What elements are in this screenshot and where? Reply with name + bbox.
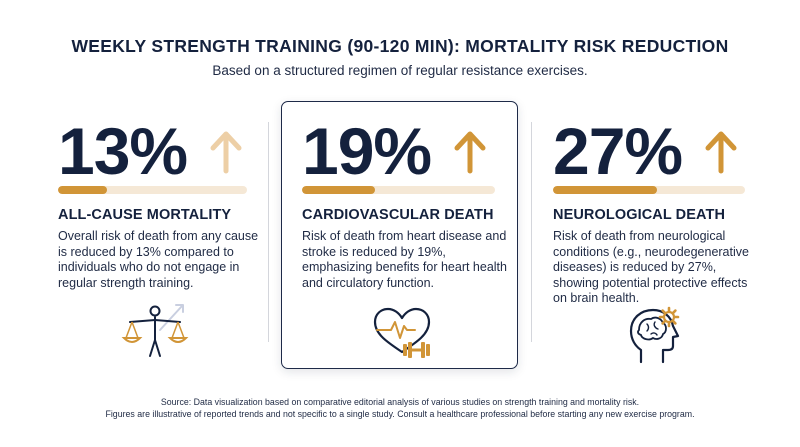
column-divider (531, 122, 532, 342)
arrow-up-icon (705, 131, 737, 174)
stat-heading: NEUROLOGICAL DEATH (553, 207, 726, 223)
reduction-bar (58, 186, 247, 194)
reduction-bar-fill (553, 186, 657, 194)
stat-description: Overall risk of death from any cause is … (58, 229, 259, 290)
heart-dumbbell-icon (369, 306, 435, 367)
stat-card-cardiovascular: 19% CARDIOVASCULAR DEATH Risk of death f… (302, 114, 532, 290)
highlight-card (281, 101, 518, 369)
arrow-up-icon (454, 131, 486, 174)
stat-heading: ALL-CAUSE MORTALITY (58, 207, 232, 223)
page-subtitle: Based on a structured regimen of regular… (212, 63, 588, 78)
arrow-up-icon (210, 131, 242, 174)
reduction-bar (302, 186, 495, 194)
stat-heading: CARDIOVASCULAR DEATH (302, 207, 494, 223)
stat-description: Risk of death from neurological conditio… (553, 229, 749, 305)
stat-description: Risk of death from heart disease and str… (302, 229, 507, 290)
stat-card-all-cause: 13% ALL-CAUSE MORTALITY Overall risk of … (58, 114, 288, 290)
source-note: Source: Data visualization based on comp… (0, 396, 800, 420)
reduction-bar-fill (58, 186, 108, 194)
reduction-bar (553, 186, 745, 194)
stat-value: 13% (58, 114, 188, 188)
stat-value: 27% (553, 114, 683, 188)
source-line-2: Figures are illustrative of reported tre… (105, 409, 695, 419)
stat-card-neurological: 27% NEUROLOGICAL DEATH Risk of death fro… (553, 114, 783, 305)
column-divider (268, 122, 269, 342)
balance-scale-person-icon (120, 300, 190, 365)
page-title: WEEKLY STRENGTH TRAINING (90-120 MIN): M… (71, 36, 729, 56)
brain-gear-icon (625, 304, 685, 371)
reduction-bar-fill (302, 186, 376, 194)
source-line-1: Source: Data visualization based on comp… (160, 397, 640, 407)
stat-value: 19% (302, 114, 432, 188)
